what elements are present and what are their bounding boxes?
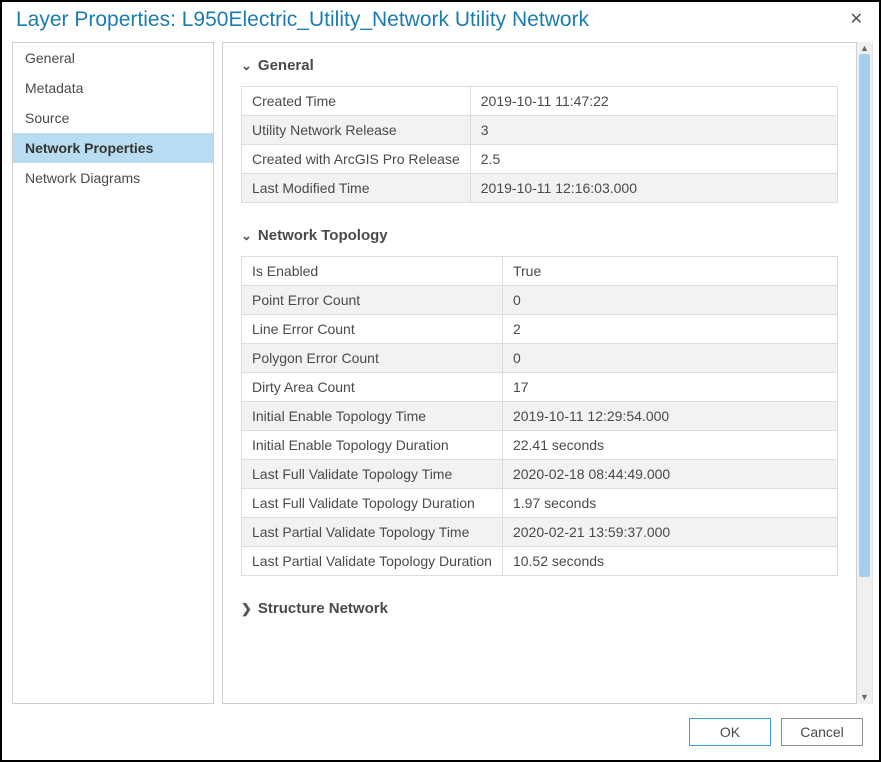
prop-value: 3 (470, 116, 837, 145)
chevron-down-icon: ⌄ (241, 228, 252, 244)
table-row: Utility Network Release3 (242, 116, 838, 145)
dialog-title: Layer Properties: L950Electric_Utility_N… (16, 8, 589, 32)
prop-value: 1.97 seconds (502, 489, 837, 518)
section-title-structure: Structure Network (258, 600, 388, 617)
prop-value: 2 (502, 315, 837, 344)
section-topology: ⌄ Network Topology Is EnabledTrue Point … (241, 227, 838, 576)
section-title-general: General (258, 57, 314, 74)
table-row: Initial Enable Topology Duration22.41 se… (242, 431, 838, 460)
scroll-up-icon[interactable]: ▲ (860, 43, 869, 54)
prop-key: Is Enabled (242, 257, 503, 286)
ok-button[interactable]: OK (689, 718, 771, 746)
prop-key: Polygon Error Count (242, 344, 503, 373)
chevron-right-icon: ❯ (241, 601, 252, 617)
prop-key: Line Error Count (242, 315, 503, 344)
table-row: Last Partial Validate Topology Duration1… (242, 547, 838, 576)
table-row: Line Error Count2 (242, 315, 838, 344)
prop-value: 2019-10-11 12:16:03.000 (470, 174, 837, 203)
table-row: Is EnabledTrue (242, 257, 838, 286)
prop-value: 10.52 seconds (502, 547, 837, 576)
section-header-general[interactable]: ⌄ General (241, 57, 838, 74)
scroll-gutter[interactable] (857, 54, 872, 692)
cancel-button[interactable]: Cancel (781, 718, 863, 746)
prop-value: 2019-10-11 11:47:22 (470, 87, 837, 116)
prop-value: 2020-02-21 13:59:37.000 (502, 518, 837, 547)
sidebar-item-metadata[interactable]: Metadata (13, 73, 213, 103)
table-row: Dirty Area Count17 (242, 373, 838, 402)
chevron-down-icon: ⌄ (241, 58, 252, 74)
dialog-footer: OK Cancel (2, 704, 879, 760)
prop-value: 2.5 (470, 145, 837, 174)
table-row: Initial Enable Topology Time2019-10-11 1… (242, 402, 838, 431)
titlebar: Layer Properties: L950Electric_Utility_N… (2, 2, 879, 36)
prop-value: 2019-10-11 12:29:54.000 (502, 402, 837, 431)
table-row: Created Time2019-10-11 11:47:22 (242, 87, 838, 116)
prop-key: Created with ArcGIS Pro Release (242, 145, 471, 174)
prop-value: 0 (502, 286, 837, 315)
section-header-topology[interactable]: ⌄ Network Topology (241, 227, 838, 244)
prop-key: Initial Enable Topology Time (242, 402, 503, 431)
section-structure: ❯ Structure Network (241, 600, 838, 617)
prop-key: Last Full Validate Topology Time (242, 460, 503, 489)
prop-key: Dirty Area Count (242, 373, 503, 402)
prop-key: Last Partial Validate Topology Duration (242, 547, 503, 576)
scroll-down-icon[interactable]: ▼ (860, 692, 869, 703)
prop-value: 2020-02-18 08:44:49.000 (502, 460, 837, 489)
table-row: Last Full Validate Topology Duration1.97… (242, 489, 838, 518)
section-general: ⌄ General Created Time2019-10-11 11:47:2… (241, 57, 838, 203)
prop-key: Last Full Validate Topology Duration (242, 489, 503, 518)
prop-key: Last Partial Validate Topology Time (242, 518, 503, 547)
scroll-thumb[interactable] (859, 54, 870, 577)
prop-key: Created Time (242, 87, 471, 116)
close-icon[interactable]: ✕ (846, 10, 867, 30)
sidebar: General Metadata Source Network Properti… (12, 42, 214, 704)
table-row: Last Partial Validate Topology Time2020-… (242, 518, 838, 547)
topology-table: Is EnabledTrue Point Error Count0 Line E… (241, 256, 838, 576)
sidebar-item-source[interactable]: Source (13, 103, 213, 133)
prop-key: Utility Network Release (242, 116, 471, 145)
prop-value: 0 (502, 344, 837, 373)
table-row: Polygon Error Count0 (242, 344, 838, 373)
sidebar-item-general[interactable]: General (13, 43, 213, 73)
general-table: Created Time2019-10-11 11:47:22 Utility … (241, 86, 838, 203)
section-header-structure[interactable]: ❯ Structure Network (241, 600, 838, 617)
sidebar-item-network-properties[interactable]: Network Properties (13, 133, 213, 163)
section-title-topology: Network Topology (258, 227, 388, 244)
prop-key: Initial Enable Topology Duration (242, 431, 503, 460)
table-row: Last Full Validate Topology Time2020-02-… (242, 460, 838, 489)
prop-key: Last Modified Time (242, 174, 471, 203)
table-row: Last Modified Time2019-10-11 12:16:03.00… (242, 174, 838, 203)
table-row: Point Error Count0 (242, 286, 838, 315)
prop-value: 17 (502, 373, 837, 402)
content-panel: ⌄ General Created Time2019-10-11 11:47:2… (222, 42, 857, 704)
scrollbar[interactable]: ▲ ▼ (857, 42, 873, 704)
section-body-general: Created Time2019-10-11 11:47:22 Utility … (241, 86, 838, 203)
main-area: General Metadata Source Network Properti… (2, 36, 879, 704)
sidebar-item-network-diagrams[interactable]: Network Diagrams (13, 163, 213, 193)
content-wrap: ⌄ General Created Time2019-10-11 11:47:2… (222, 42, 873, 704)
section-body-topology: Is EnabledTrue Point Error Count0 Line E… (241, 256, 838, 576)
table-row: Created with ArcGIS Pro Release2.5 (242, 145, 838, 174)
prop-value: True (502, 257, 837, 286)
prop-value: 22.41 seconds (502, 431, 837, 460)
prop-key: Point Error Count (242, 286, 503, 315)
